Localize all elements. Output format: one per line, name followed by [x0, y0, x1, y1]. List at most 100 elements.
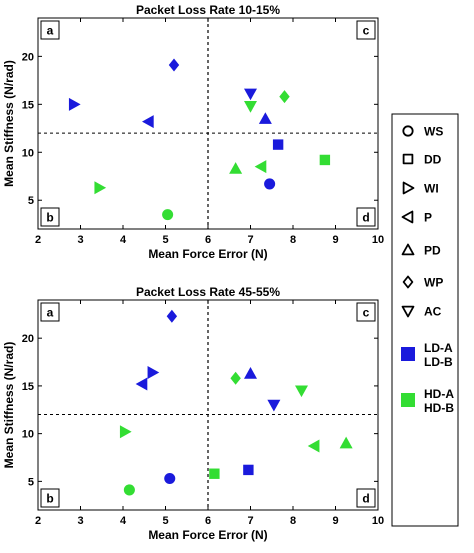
y-tick-label: 15	[22, 99, 34, 111]
legend-label: HD-A HD-B	[424, 387, 454, 415]
x-tick-label: 8	[290, 515, 296, 527]
quadrant-label-d: d	[362, 492, 369, 506]
legend-marker-triangle-left	[401, 210, 414, 224]
x-tick-label: 5	[162, 234, 168, 246]
legend-label: P	[424, 211, 432, 225]
legend-marker-circle	[402, 125, 414, 137]
chart-panel-1: Packet Loss Rate 10-15% 2 3 4 5 6 7 8 9 10 5 10 15 20…	[2, 3, 384, 261]
legend-item-dd: DD	[402, 153, 442, 167]
quadrant-label-c: c	[363, 306, 370, 320]
quadrant-box-a	[40, 20, 60, 40]
legend-swatch-green	[401, 393, 415, 407]
legend-item-ld-a: LD-A LD-B	[401, 341, 453, 369]
data-point-triangle-left-green	[254, 160, 267, 174]
y-axis-label: Mean Stiffness (N/rad)	[2, 60, 16, 187]
legend: WS DD WI P PD WP AC LD-A LD-B HD-A HD-B	[391, 113, 459, 527]
legend-item-wi: WI	[402, 181, 439, 196]
data-point-diamond-green	[230, 371, 241, 385]
quadrant-label-a: a	[47, 306, 54, 320]
legend-item-wp: WP	[402, 275, 443, 290]
data-point-triangle-down-blue	[244, 88, 257, 101]
y-tick-label: 5	[28, 195, 34, 207]
legend-item-hd-a: HD-A HD-B	[401, 387, 454, 415]
quadrant-box-c	[356, 20, 376, 40]
x-tick-label: 9	[332, 234, 338, 246]
data-point-triangle-right-blue	[147, 366, 160, 380]
legend-label: WI	[424, 182, 439, 196]
data-point-square-green	[209, 468, 220, 479]
chart-panel-2: Packet Loss Rate 45-55% 2 3 4 5 6 7 8 9 10 5 10 15 20…	[2, 285, 384, 542]
legend-marker-triangle-up	[401, 243, 415, 256]
data-point-diamond-blue	[168, 58, 180, 72]
data-point-square-blue	[243, 464, 254, 476]
legend-label: WS	[424, 125, 443, 139]
legend-label: AC	[424, 305, 442, 319]
quadrant-label-c: c	[363, 24, 370, 38]
data-point-square-blue	[272, 139, 284, 150]
legend-label: PD	[424, 244, 441, 258]
legend-item-ws: WS	[402, 125, 443, 139]
data-point-circle-green	[162, 209, 174, 221]
quadrant-box-b	[40, 207, 60, 227]
data-point-triangle-right-green	[94, 181, 107, 195]
legend-label-line: HD-B	[424, 401, 454, 415]
y-axis-label: Mean Stiffness (N/rad)	[2, 342, 16, 469]
data-point-triangle-down-green	[244, 101, 257, 113]
legend-label: DD	[424, 153, 442, 167]
data-point-circle-green	[123, 484, 135, 496]
legend-marker-triangle-right	[402, 181, 415, 195]
x-tick-label: 4	[120, 515, 127, 527]
data-point-circle-blue	[264, 178, 276, 190]
legend-label: LD-A LD-B	[424, 341, 453, 369]
data-point-triangle-left-blue	[142, 115, 154, 129]
legend-marker-diamond	[402, 275, 414, 289]
data-point-triangle-right-green	[119, 425, 132, 439]
data-point-square-green	[319, 154, 331, 166]
x-tick-label: 3	[77, 234, 83, 246]
quadrant-box-d	[356, 207, 376, 227]
quadrant-label-a: a	[47, 24, 54, 38]
x-tick-label: 6	[205, 234, 211, 246]
legend-frame	[391, 113, 459, 527]
x-axis-label: Mean Force Error (N)	[148, 247, 267, 261]
legend-swatch-blue	[401, 347, 415, 361]
x-tick-label: 10	[372, 515, 384, 527]
quadrant-box-b	[40, 488, 60, 508]
y-tick-label: 15	[22, 381, 34, 393]
legend-label-line: HD-A	[424, 387, 454, 401]
x-tick-label: 4	[120, 234, 127, 246]
y-tick-label: 20	[22, 333, 34, 345]
x-axis-label: Mean Force Error (N)	[148, 528, 267, 542]
x-tick-label: 2	[35, 515, 41, 527]
chart-title: Packet Loss Rate 45-55%	[136, 285, 280, 299]
legend-item-p: P	[401, 210, 432, 225]
x-tick-label: 10	[372, 234, 384, 246]
x-tick-label: 7	[247, 515, 253, 527]
quadrant-label-b: b	[46, 492, 53, 506]
quadrant-box-c	[356, 302, 376, 322]
data-point-triangle-right-blue	[68, 97, 81, 111]
data-point-triangle-down-blue	[267, 399, 281, 412]
legend-label-line: LD-B	[424, 355, 453, 369]
quadrant-box-a	[40, 302, 60, 322]
y-tick-label: 10	[22, 429, 34, 441]
data-point-triangle-up-blue	[244, 367, 257, 379]
data-point-triangle-up-blue	[258, 112, 272, 124]
x-tick-label: 7	[247, 234, 253, 246]
data-point-triangle-left-green	[307, 439, 320, 453]
data-point-triangle-left-blue	[135, 377, 148, 391]
x-tick-label: 8	[290, 234, 296, 246]
y-tick-label: 5	[28, 476, 34, 488]
x-tick-label: 5	[162, 515, 168, 527]
legend-item-ac: AC	[401, 305, 442, 319]
x-tick-label: 9	[332, 515, 338, 527]
legend-marker-triangle-down	[401, 305, 415, 318]
chart-title: Packet Loss Rate 10-15%	[136, 3, 280, 17]
legend-label-line: LD-A	[424, 341, 453, 355]
data-point-diamond-blue	[166, 309, 178, 323]
quadrant-label-b: b	[46, 211, 53, 225]
legend-marker-square	[402, 153, 414, 165]
quadrant-box-d	[356, 488, 376, 508]
data-point-triangle-up-green	[339, 436, 353, 449]
